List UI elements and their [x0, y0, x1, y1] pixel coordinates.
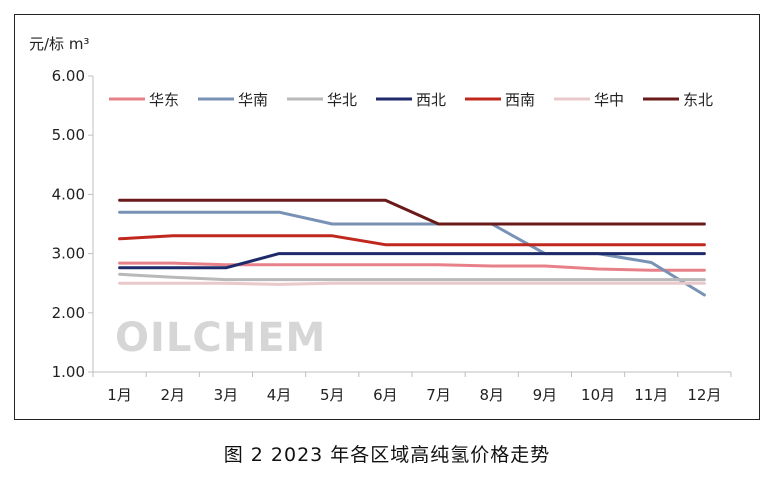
series-line-5	[118, 234, 706, 247]
price-line-chart: OILCHEM 元/标 m³ 1.00 2.00 3.00 4.00 5.00 6.00 1月 2…	[29, 35, 732, 404]
legend-label: 华南	[238, 91, 268, 109]
x-tick-label: 11月	[634, 386, 668, 404]
x-tick-label: 4月	[267, 386, 292, 404]
series-line-1	[118, 261, 706, 272]
x-tick-label: 2月	[160, 386, 185, 404]
legend-label: 西南	[505, 91, 535, 109]
legend-label: 西北	[416, 91, 446, 109]
x-tick-label: 6月	[373, 386, 398, 404]
x-tick-label: 5月	[320, 386, 345, 404]
x-tick-label: 9月	[533, 386, 558, 404]
y-tick-label: 6.00	[52, 67, 85, 85]
series-line-7	[118, 198, 706, 226]
series-line-4	[118, 252, 706, 270]
legend-label: 华北	[327, 91, 357, 109]
chart-frame: OILCHEM 元/标 m³ 1.00 2.00 3.00 4.00 5.00 6.00 1月 2…	[14, 14, 760, 420]
y-tick-label: 3.00	[52, 245, 85, 263]
x-tick-label: 7月	[426, 386, 451, 404]
x-tick-label: 3月	[214, 386, 239, 404]
y-tick-label: 2.00	[52, 304, 85, 322]
legend-label: 东北	[683, 91, 713, 109]
y-axis-unit-label: 元/标 m³	[29, 35, 89, 53]
legend-label: 华中	[594, 91, 624, 109]
legend-label: 华东	[149, 91, 179, 109]
y-tick-label: 4.00	[52, 185, 85, 203]
x-tick-label: 8月	[479, 386, 504, 404]
x-tick-label: 1月	[107, 386, 132, 404]
series-line-3	[118, 272, 706, 282]
x-tick-label: 12月	[687, 386, 721, 404]
x-tick-label: 10月	[581, 386, 615, 404]
series-line-6	[118, 281, 706, 286]
watermark-logo: OILCHEM	[115, 315, 326, 361]
figure-caption: 图 2 2023 年各区域高纯氢价格走势	[223, 444, 551, 466]
y-tick-label: 5.00	[52, 126, 85, 144]
y-tick-label: 1.00	[52, 363, 85, 381]
